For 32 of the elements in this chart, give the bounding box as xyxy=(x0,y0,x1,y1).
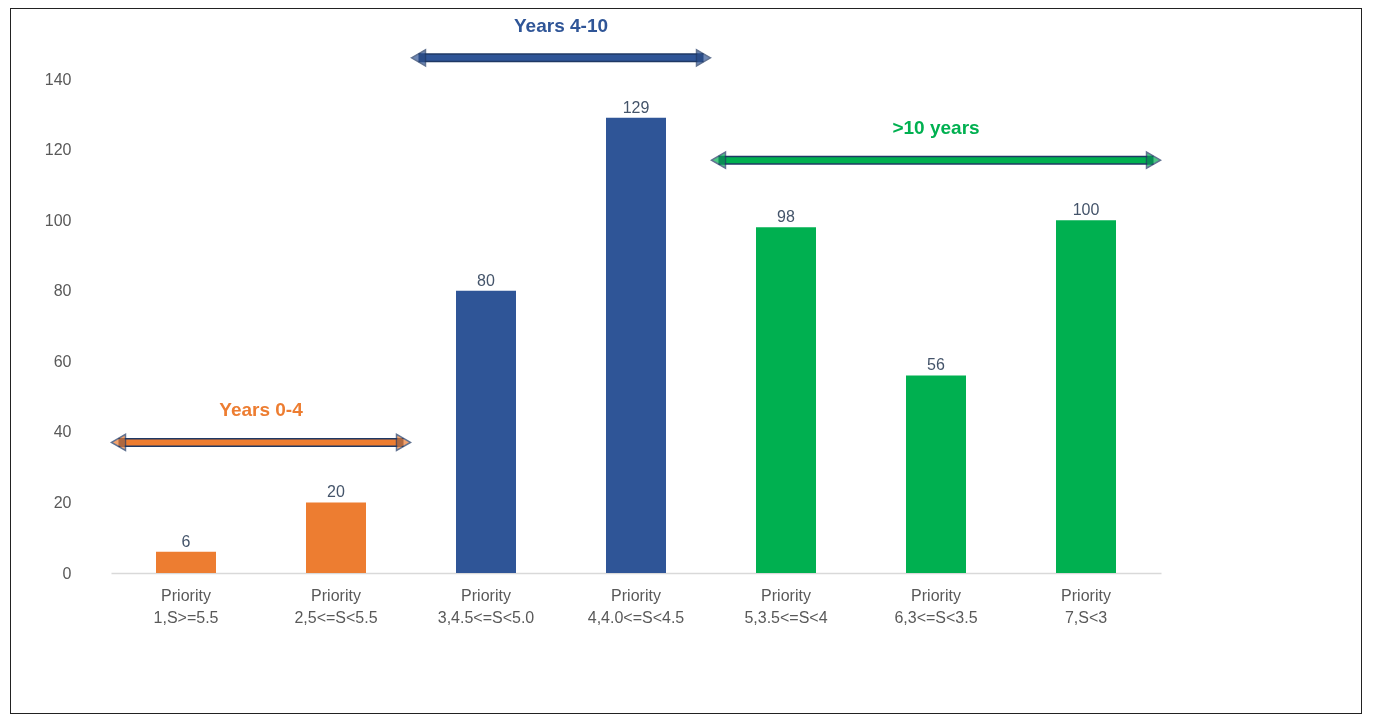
x-tick-label: Priority 7,S<3 xyxy=(1061,586,1111,626)
y-tick-label: 60 xyxy=(53,352,72,370)
y-tick-label: 120 xyxy=(44,141,72,159)
x-tick-label: Priority 1,S>=5.5 xyxy=(153,586,219,626)
data-label: 56 xyxy=(927,356,945,374)
x-tick-label: Priority 4,4.0<=S<4.5 xyxy=(587,586,685,626)
annotation: Years 0-4 xyxy=(219,399,304,421)
data-label: 6 xyxy=(181,532,191,550)
bar xyxy=(456,290,516,573)
data-label: 80 xyxy=(477,271,495,289)
bar xyxy=(156,551,216,573)
y-tick-label: 20 xyxy=(53,493,72,511)
data-label: 98 xyxy=(777,208,795,226)
bar xyxy=(1056,220,1116,573)
x-tick-label: Priority 5,3.5<=S<4 xyxy=(744,586,828,626)
x-tick-label: Priority 3,4.5<=S<5.0 xyxy=(437,586,535,626)
data-label: 129 xyxy=(622,98,650,116)
annotation: >10 years xyxy=(892,117,980,139)
text: Years 4-10 xyxy=(513,14,609,36)
bar xyxy=(306,502,366,573)
x-tick-label: Priority 2,5<=S<5.5 xyxy=(294,586,378,626)
y-tick-label: 140 xyxy=(44,70,72,88)
bar xyxy=(906,375,966,573)
y-tick-label: 80 xyxy=(53,282,72,300)
data-label: 100 xyxy=(1072,201,1100,219)
bar xyxy=(756,227,816,573)
bar xyxy=(606,117,666,573)
x-tick-label: Priority 6,3<=S<3.5 xyxy=(894,586,978,626)
data-label: 20 xyxy=(327,483,345,501)
y-tick-label: 40 xyxy=(53,423,72,441)
y-tick-label: 100 xyxy=(44,211,72,229)
y-tick-label: 0 xyxy=(62,564,72,582)
